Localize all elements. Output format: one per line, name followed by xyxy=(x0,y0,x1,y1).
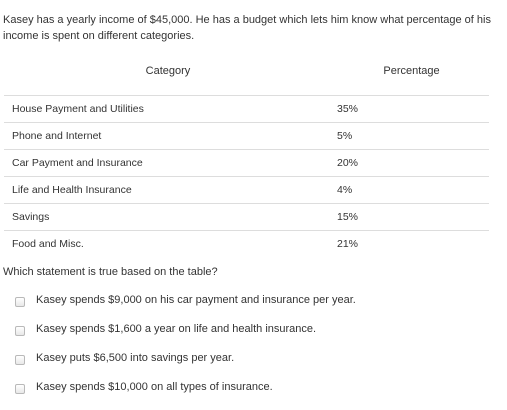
category-cell: Phone and Internet xyxy=(12,130,102,142)
percentage-column-header: Percentage xyxy=(383,65,440,77)
answer-checkbox[interactable] xyxy=(15,355,25,365)
answer-option-label[interactable]: Kasey puts $6,500 into savings per year. xyxy=(36,352,235,364)
percentage-cell: 21% xyxy=(337,238,359,250)
category-cell: House Payment and Utilities xyxy=(12,103,144,115)
answer-checkbox[interactable] xyxy=(15,326,25,336)
category-cell: Savings xyxy=(12,211,50,223)
category-cell: Food and Misc. xyxy=(12,238,84,250)
table-header-row: Category Percentage xyxy=(4,58,489,96)
percentage-cell: 15% xyxy=(337,211,359,223)
table-row: Food and Misc. 21% xyxy=(4,231,489,257)
percentage-cell: 5% xyxy=(337,130,353,142)
percentage-cell: 20% xyxy=(337,157,359,169)
answer-checkbox[interactable] xyxy=(15,384,25,394)
table-row: Car Payment and Insurance 20% xyxy=(4,150,489,177)
answer-option-label[interactable]: Kasey spends $1,600 a year on life and h… xyxy=(36,323,317,335)
percentage-cell: 4% xyxy=(337,184,353,196)
category-cell: Car Payment and Insurance xyxy=(12,157,143,169)
table-row: House Payment and Utilities 35% xyxy=(4,96,489,123)
question-prompt: Which statement is true based on the tab… xyxy=(3,266,218,278)
table-row: Savings 15% xyxy=(4,204,489,231)
answer-option-label[interactable]: Kasey spends $9,000 on his car payment a… xyxy=(36,294,356,306)
answer-checkbox[interactable] xyxy=(15,297,25,307)
table-row: Life and Health Insurance 4% xyxy=(4,177,489,204)
answer-option-label[interactable]: Kasey spends $10,000 on all types of ins… xyxy=(36,381,273,393)
question-intro-text: Kasey has a yearly income of $45,000. He… xyxy=(3,14,491,42)
table-row: Phone and Internet 5% xyxy=(4,123,489,150)
budget-table: Category Percentage House Payment and Ut… xyxy=(4,58,489,257)
category-cell: Life and Health Insurance xyxy=(12,184,132,196)
category-column-header: Category xyxy=(145,65,191,77)
percentage-cell: 35% xyxy=(337,103,359,115)
